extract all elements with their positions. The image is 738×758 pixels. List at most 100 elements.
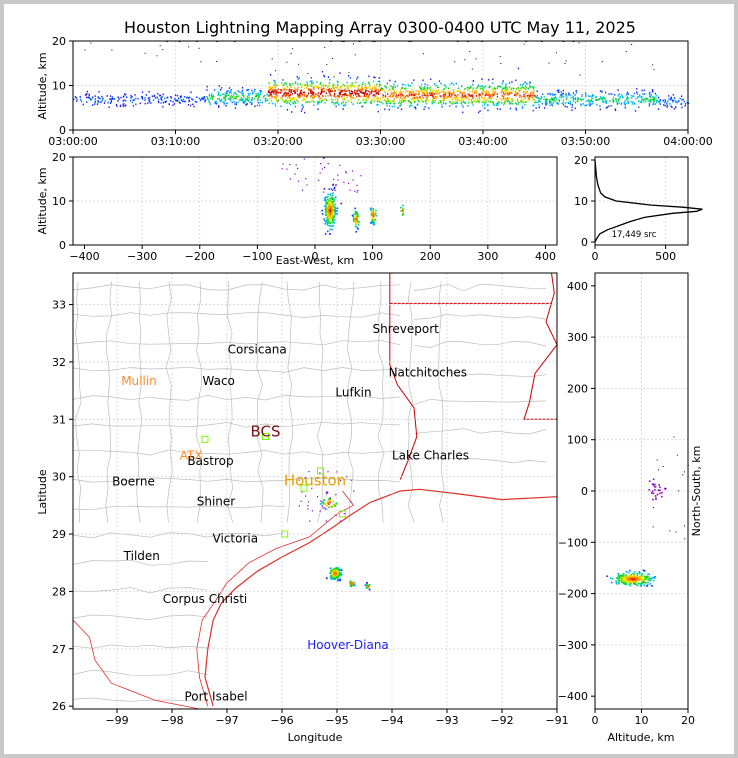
time-height-source-point [521, 95, 523, 98]
time-height-source-point [454, 61, 456, 63]
ew-source-point [323, 205, 326, 207]
ns-source-point [643, 575, 646, 578]
time-height-source-point [108, 106, 110, 108]
time-height-source-point [231, 101, 233, 104]
time-height-source-point [85, 93, 87, 96]
ew-source-point [373, 223, 376, 226]
city-label: Boerne [112, 474, 155, 488]
time-height-source-point [455, 82, 457, 85]
time-height-source-point [537, 97, 539, 99]
time-height-source-point [471, 102, 473, 104]
time-height-source-point [362, 99, 364, 101]
ns-source-point [653, 484, 655, 487]
time-height-source-point [652, 96, 654, 98]
time-height-source-point [587, 99, 589, 102]
map-y-tick-label: 27 [52, 643, 66, 656]
time-height-source-point [367, 86, 369, 89]
time-height-source-point [204, 99, 206, 101]
time-height-source-point [557, 91, 560, 93]
ew-source-point [323, 157, 325, 159]
ew-source-point [318, 179, 320, 181]
ew-source-point [320, 163, 322, 165]
ew-source-point [332, 184, 334, 186]
time-height-source-point [364, 86, 366, 88]
time-height-source-point [337, 101, 339, 104]
time-height-source-point [375, 93, 377, 95]
time-height-source-point [524, 88, 527, 91]
time-height-source-point [602, 98, 604, 100]
time-height-source-point [390, 85, 392, 88]
city-label: Lufkin [335, 385, 371, 399]
time-height-source-point [317, 87, 320, 90]
ew-source-point [328, 188, 330, 190]
time-height-source-point [291, 93, 294, 95]
map-source-point [298, 505, 300, 507]
city-label: Victoria [213, 532, 259, 546]
time-height-source-point [494, 88, 496, 90]
map-source-point [335, 514, 337, 517]
map-source-point [333, 503, 336, 506]
time-height-source-point [99, 97, 101, 100]
map-source-point [328, 503, 330, 506]
time-height-source-point [503, 102, 506, 104]
time-height-source-point [464, 97, 466, 100]
ew-source-point [325, 201, 328, 203]
map-source-point [326, 505, 328, 507]
time-height-source-point [295, 102, 297, 104]
time-height-source-point [393, 89, 395, 91]
time-height-source-point [217, 94, 219, 96]
time-height-source-point [232, 98, 235, 100]
ns-source-point [610, 577, 612, 579]
time-height-source-point [417, 90, 420, 92]
time-height-source-point [524, 95, 526, 98]
map-source-point [308, 471, 310, 473]
time-height-source-point [404, 83, 406, 86]
time-height-source-point [364, 88, 366, 90]
time-height-source-point [228, 87, 231, 89]
time-height-source-point [377, 110, 379, 113]
time-height-x-tick-label: 03:50:00 [561, 135, 610, 148]
time-height-source-point [87, 96, 89, 99]
county-boundary [72, 366, 401, 373]
time-height-source-point [565, 94, 567, 97]
county-boundary [72, 644, 208, 649]
ns-source-point [658, 484, 660, 486]
time-height-source-point [100, 101, 102, 104]
time-height-source-point [549, 101, 551, 104]
time-height-source-point [549, 104, 551, 107]
ns-source-point [669, 530, 671, 532]
time-height-source-point [627, 99, 629, 102]
ew-source-point [325, 220, 327, 223]
time-height-source-point [394, 91, 396, 93]
time-height-source-point [487, 91, 489, 93]
time-height-source-point [363, 98, 365, 101]
time-height-source-point [494, 91, 496, 93]
time-height-source-point [241, 92, 243, 95]
time-height-source-point [186, 96, 188, 99]
time-height-source-point [272, 89, 274, 91]
map-source-point [329, 575, 332, 578]
time-height-source-point [413, 79, 415, 81]
time-height-source-point [410, 85, 412, 87]
time-height-source-point [445, 86, 447, 88]
map-source-point [327, 501, 329, 504]
time-height-source-point [530, 92, 532, 94]
ns-source-point [638, 579, 640, 581]
map-source-point [353, 490, 355, 492]
time-height-source-point [648, 105, 650, 107]
map-source-point [340, 573, 343, 576]
time-height-source-point [523, 43, 525, 45]
lma-station-marker [339, 510, 346, 518]
time-height-source-point [98, 90, 100, 93]
time-height-source-point [538, 104, 540, 106]
time-height-source-point [268, 90, 270, 93]
ns-source-point [654, 486, 657, 488]
time-height-source-point [626, 97, 628, 99]
time-height-source-point [351, 82, 353, 84]
time-height-source-point [546, 99, 549, 101]
time-height-source-point [382, 87, 384, 90]
ew-source-point [282, 163, 284, 165]
time-height-source-point [545, 101, 547, 103]
time-height-source-point [618, 93, 620, 95]
time-height-source-point [283, 88, 285, 91]
